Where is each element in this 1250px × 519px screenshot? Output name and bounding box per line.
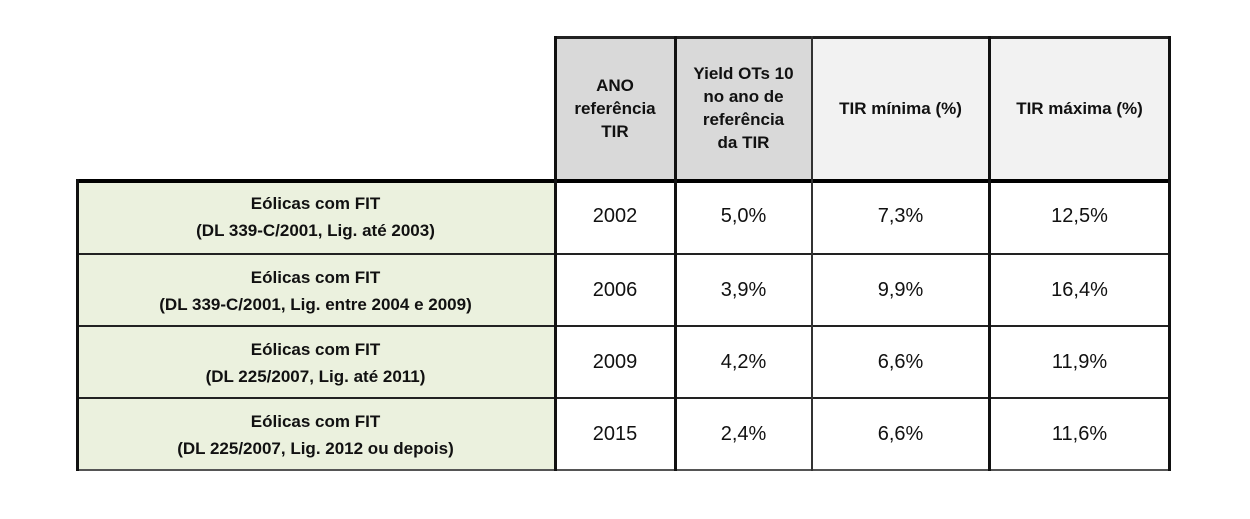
header-text: referência [702, 110, 785, 129]
row-label: Eólicas com FIT (DL 339-C/2001, Lig. até… [76, 180, 555, 253]
cell-tir-max: 12,5% [1051, 205, 1108, 227]
header-text: Yield OTs 10 [693, 64, 794, 83]
label-line: Eólicas com FIT [250, 339, 381, 359]
row-label: Eólicas com FIT (DL 225/2007, Lig. até 2… [76, 326, 555, 399]
label-line: (DL 339-C/2001, Lig. até 2003) [196, 220, 435, 240]
cell-yield: 4,2% [720, 351, 767, 373]
cell-yield: 2,4% [720, 423, 767, 445]
cell-ano: 2009 [592, 351, 638, 373]
header-text: TIR mínima (%) [839, 98, 962, 118]
cell-tir-min: 9,9% [877, 279, 924, 301]
label-line: (DL 339-C/2001, Lig. entre 2004 e 2009) [159, 294, 472, 314]
header-text: no ano de [703, 87, 784, 106]
cell-yield: 5,0% [720, 205, 767, 227]
row-divider [76, 253, 1170, 255]
border-header-bottom [76, 179, 1170, 183]
label-line: Eólicas com FIT [250, 267, 381, 287]
row-label: Eólicas com FIT (DL 339-C/2001, Lig. ent… [76, 254, 555, 327]
col-divider [674, 36, 677, 471]
label-line: (DL 225/2007, Lig. 2012 ou depois) [177, 438, 454, 458]
header-yield-ots: Yield OTs 10 no ano de referência da TIR [675, 36, 812, 180]
border-bottom [76, 469, 1170, 471]
cell-yield: 3,9% [720, 279, 767, 301]
table-row: Eólicas com FIT (DL 225/2007, Lig. 2012 … [76, 398, 1170, 471]
header-tir-maxima: TIR máxima (%) [989, 36, 1170, 180]
table-row: Eólicas com FIT (DL 225/2007, Lig. até 2… [76, 326, 1170, 399]
cell-tir-min: 7,3% [877, 205, 924, 227]
border-top [555, 36, 1170, 39]
col-divider [811, 36, 813, 471]
col-divider [988, 36, 991, 471]
cell-ano: 2015 [592, 423, 638, 445]
header-text: referência [574, 98, 656, 118]
header-text: TIR [601, 121, 629, 141]
cell-tir-max: 16,4% [1051, 279, 1108, 301]
cell-ano: 2006 [592, 279, 638, 301]
table-row: Eólicas com FIT (DL 339-C/2001, Lig. até… [76, 180, 1170, 253]
cell-tir-max: 11,9% [1051, 351, 1108, 373]
cell-tir-min: 6,6% [877, 351, 924, 373]
row-divider [76, 325, 1170, 327]
cell-ano: 2002 [592, 205, 638, 227]
header-ano-referencia: ANO referência TIR [555, 36, 675, 180]
col-divider [554, 36, 557, 471]
row-divider [76, 397, 1170, 399]
cell-tir-min: 6,6% [877, 423, 924, 445]
row-label: Eólicas com FIT (DL 225/2007, Lig. 2012 … [76, 398, 555, 471]
label-line: Eólicas com FIT [250, 193, 381, 213]
header-text: TIR máxima (%) [1016, 98, 1143, 118]
cell-tir-max: 11,6% [1051, 423, 1108, 445]
table-row: Eólicas com FIT (DL 339-C/2001, Lig. ent… [76, 254, 1170, 327]
border-left [76, 179, 79, 471]
header-text: ANO [596, 75, 634, 95]
label-line: (DL 225/2007, Lig. até 2011) [205, 366, 426, 386]
header-tir-minima: TIR mínima (%) [812, 36, 989, 180]
border-right [1168, 36, 1171, 471]
header-text: da TIR [717, 133, 770, 152]
label-line: Eólicas com FIT [250, 411, 381, 431]
